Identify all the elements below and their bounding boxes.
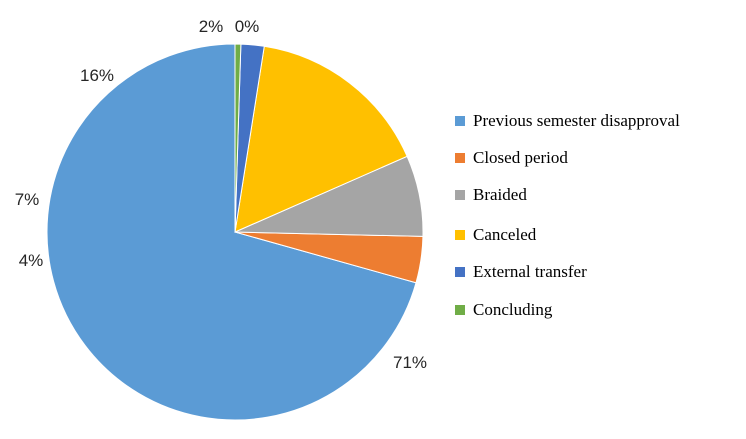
data-label-external-transfer: 2% — [199, 17, 224, 36]
legend-swatch-braided — [455, 190, 465, 200]
legend-label-braided: Braided — [473, 185, 527, 204]
legend-item-previous-semester-disapproval: Previous semester disapproval — [455, 111, 680, 130]
data-label-previous-semester-disapproval: 71% — [393, 353, 427, 372]
legend-swatch-closed-period — [455, 153, 465, 163]
legend-swatch-previous-semester-disapproval — [455, 116, 465, 126]
percentage-labels: 71% 4% 7% 16% 2% 0% — [15, 17, 427, 372]
data-label-braided: 7% — [15, 190, 40, 209]
data-label-closed-period: 4% — [19, 251, 44, 270]
legend-label-closed-period: Closed period — [473, 148, 568, 167]
pie-slice-canceled — [234, 45, 408, 233]
legend-item-canceled: Canceled — [455, 225, 537, 244]
legend-label-concluding: Concluding — [473, 300, 553, 319]
legend-item-braided: Braided — [455, 185, 527, 204]
pie-slice-previous-semester-disapproval — [46, 43, 417, 421]
legend-item-concluding: Concluding — [455, 300, 553, 319]
data-label-canceled: 16% — [80, 66, 114, 85]
legend-item-external-transfer: External transfer — [455, 262, 587, 281]
legend: Previous semester disapproval Closed peri… — [455, 111, 680, 319]
data-label-concluding: 0% — [235, 17, 260, 36]
legend-item-closed-period: Closed period — [455, 148, 568, 167]
legend-swatch-canceled — [455, 230, 465, 240]
legend-label-external-transfer: External transfer — [473, 262, 587, 281]
pie-slice-concluding — [234, 43, 242, 233]
legend-label-canceled: Canceled — [473, 225, 537, 244]
legend-swatch-concluding — [455, 305, 465, 315]
legend-swatch-external-transfer — [455, 267, 465, 277]
legend-label-previous-semester-disapproval: Previous semester disapproval — [473, 111, 680, 130]
pie-slices — [46, 43, 424, 421]
